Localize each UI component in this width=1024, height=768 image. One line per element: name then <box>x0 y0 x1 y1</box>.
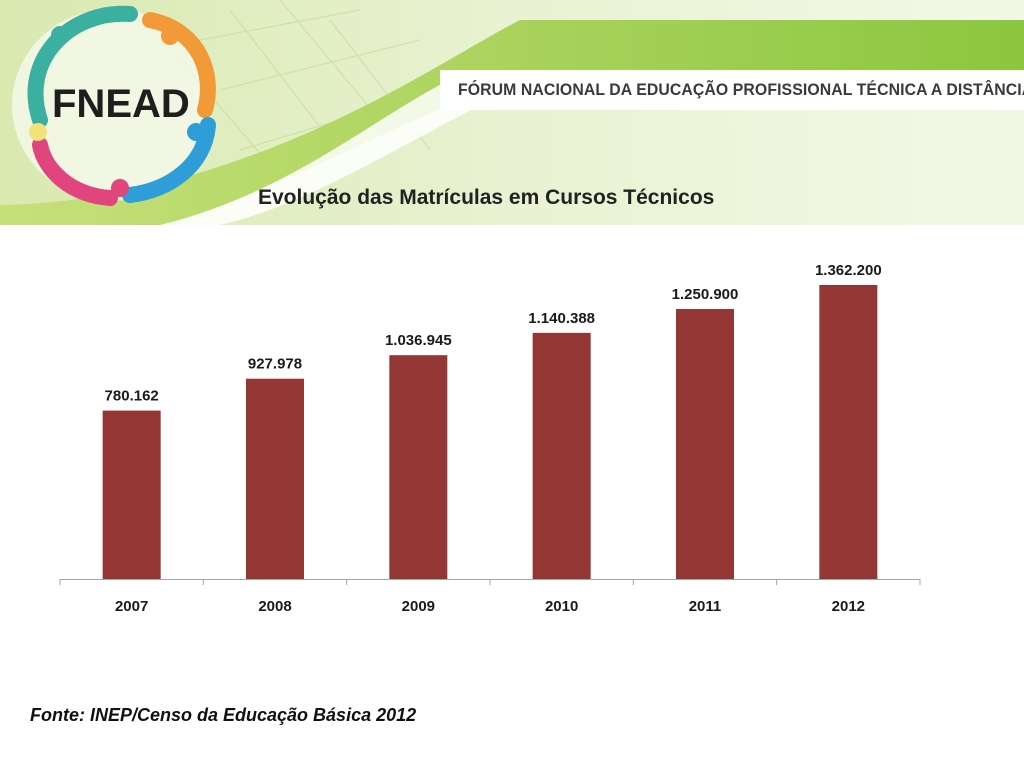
category-label: 2010 <box>545 598 578 615</box>
bar-2010 <box>532 332 591 579</box>
bar-2007 <box>102 410 161 579</box>
category-label: 2007 <box>115 598 148 615</box>
data-label: 1.362.200 <box>815 262 882 279</box>
category-label: 2009 <box>402 598 435 615</box>
bar-2012 <box>819 285 878 579</box>
source-note: Fonte: INEP/Censo da Educação Básica 201… <box>30 705 417 725</box>
bar-2011 <box>676 309 734 579</box>
data-label: 1.140.388 <box>528 310 595 327</box>
data-label: 780.162 <box>105 388 159 405</box>
category-label: 2011 <box>689 598 722 615</box>
header-banner: FNEAD FÓRUM NACIONAL DA EDUCAÇÃO PROFISS… <box>0 0 1024 225</box>
category-label: 2012 <box>832 598 865 615</box>
bar-chart: 780.162 927.978 1.036.945 1.140.388 1.250.90… <box>59 262 921 615</box>
bar-2009 <box>389 355 448 579</box>
header-background: FNEAD <box>0 0 1024 225</box>
bar-2008 <box>246 378 304 579</box>
organization-name: FÓRUM NACIONAL DA EDUCAÇÃO PROFISSIONAL … <box>458 80 1024 99</box>
data-label: 1.250.900 <box>672 286 739 303</box>
data-label: 1.036.945 <box>385 332 452 349</box>
logo <box>12 5 216 206</box>
chart-title: Evolução das Matrículas em Cursos Técnic… <box>258 186 715 209</box>
category-label: 2008 <box>258 598 291 615</box>
data-label: 927.978 <box>248 356 302 373</box>
logo-text: FNEAD <box>52 82 190 126</box>
